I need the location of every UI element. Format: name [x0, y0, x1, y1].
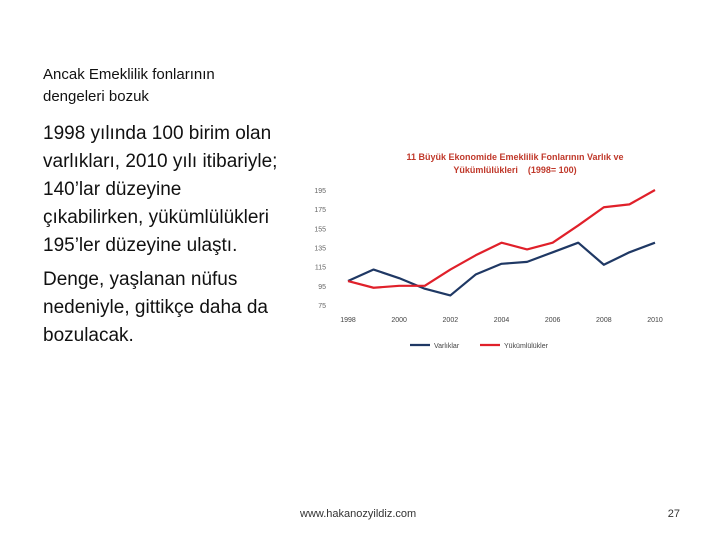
slide-heading: Ancak Emeklilik fonlarının dengeleri boz…: [43, 64, 303, 108]
legend-label-2: Yükümlülükler: [504, 343, 549, 350]
y-tick-label: 135: [314, 246, 326, 253]
chart-svg: 11 Büyük Ekonomide Emeklilik Fonlarının …: [314, 152, 663, 350]
body-paragraph-2: Denge, yaşlanan nüfus nedeniyle, gittikç…: [43, 269, 268, 346]
x-tick-label: 2004: [494, 317, 510, 324]
page-number: 27: [667, 508, 680, 520]
y-axis-ticks: 75 95 115 135 155 175 195: [314, 188, 326, 310]
heading-line-2: dengeleri bozuk: [43, 88, 149, 105]
y-tick-label: 155: [314, 226, 326, 233]
series-line-2: [347, 189, 656, 289]
series-lines: [347, 189, 656, 297]
x-axis-ticks: 1998 2000 2002 2004 2006 2008 2010: [340, 317, 663, 324]
chart-legend: Varlıklar Yükümlülükler: [410, 343, 549, 350]
x-tick-label: 2010: [647, 317, 663, 324]
x-tick-label: 2006: [545, 317, 561, 324]
y-tick-label: 75: [318, 303, 326, 310]
legend-label-1: Varlıklar: [434, 343, 460, 350]
y-tick-label: 195: [314, 188, 326, 195]
y-tick-label: 115: [315, 265, 326, 272]
slide-body: 1998 yılında 100 birim olan varlıkları, …: [43, 120, 283, 356]
y-tick-label: 175: [314, 207, 326, 214]
chart-title-main: Yükümlülükleri: [453, 165, 518, 175]
line-chart: 11 Büyük Ekonomide Emeklilik Fonlarının …: [300, 140, 670, 360]
chart-title-note: (1998= 100): [528, 165, 577, 175]
series-line-1: [347, 241, 656, 297]
x-tick-label: 1998: [340, 317, 356, 324]
y-tick-label: 95: [318, 284, 326, 291]
x-tick-label: 2008: [596, 317, 612, 324]
chart-title-line-2: Yükümlülükleri (1998= 100): [453, 165, 576, 175]
x-tick-label: 2002: [443, 317, 459, 324]
body-paragraph-1: 1998 yılında 100 birim olan varlıkları, …: [43, 123, 278, 256]
heading-line-1: Ancak Emeklilik fonlarının: [43, 66, 215, 83]
footer-url: www.hakanozyildiz.com: [300, 508, 417, 520]
x-tick-label: 2000: [391, 317, 407, 324]
chart-title-line-1: 11 Büyük Ekonomide Emeklilik Fonlarının …: [406, 152, 623, 162]
